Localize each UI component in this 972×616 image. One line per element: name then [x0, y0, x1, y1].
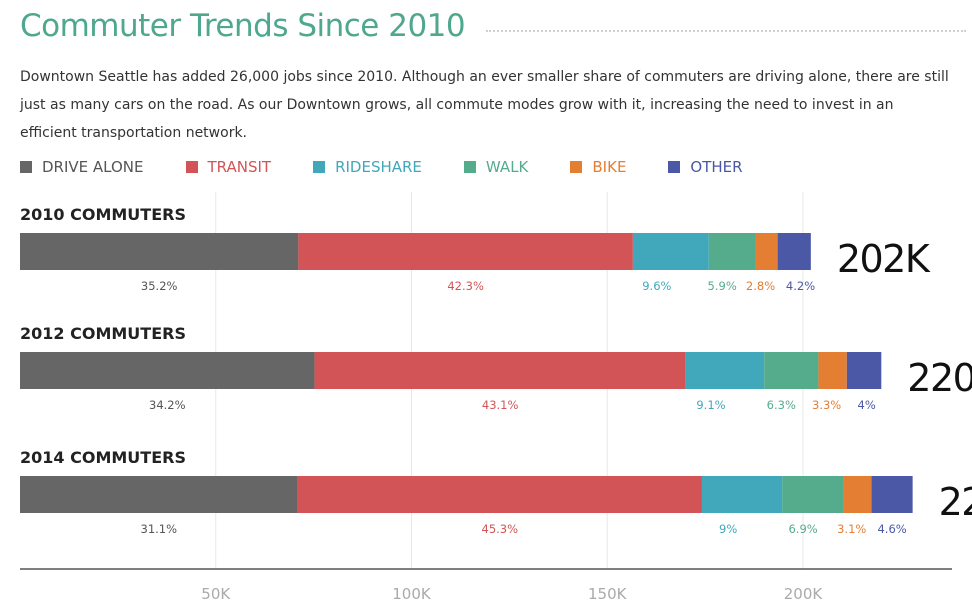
- share-label-other: 4.2%: [786, 279, 815, 293]
- chart-title: Commuter Trends Since 2010: [20, 8, 466, 44]
- total-label: 202K: [837, 237, 931, 281]
- share-label-rideshare: 9.1%: [696, 398, 725, 412]
- x-tick-label: 100K: [392, 585, 432, 603]
- share-label-bike: 2.8%: [746, 279, 775, 293]
- bar-segment-other: [871, 476, 913, 513]
- bar-segment-bike: [755, 233, 778, 270]
- share-label-rideshare: 9%: [719, 522, 737, 536]
- share-label-walk: 6.9%: [788, 522, 817, 536]
- share-label-bike: 3.1%: [837, 522, 866, 536]
- bar-segment-bike: [843, 476, 872, 513]
- share-label-drive-alone: 34.2%: [149, 398, 186, 412]
- bar-segment-bike: [818, 352, 847, 389]
- share-label-walk: 6.3%: [767, 398, 796, 412]
- share-label-transit: 45.3%: [482, 522, 519, 536]
- bar-segment-rideshare: [632, 233, 709, 270]
- share-label-bike: 3.3%: [812, 398, 841, 412]
- legend-label: OTHER: [690, 158, 743, 176]
- legend-item-drive-alone: DRIVE ALONE: [20, 158, 144, 176]
- share-label-transit: 42.3%: [447, 279, 484, 293]
- share-label-transit: 43.1%: [482, 398, 519, 412]
- legend-label: RIDESHARE: [335, 158, 422, 176]
- bar-segment-drive-alone: [20, 476, 298, 513]
- legend-item-transit: TRANSIT: [185, 158, 272, 176]
- legend-swatch: [668, 161, 681, 173]
- share-label-walk: 5.9%: [708, 279, 737, 293]
- legend-swatch: [20, 161, 32, 173]
- bar-segment-drive-alone: [20, 352, 315, 389]
- group-label: 2010 COMMUTERS: [20, 205, 186, 224]
- legend-label: WALK: [485, 158, 529, 176]
- x-tick-label: 200K: [784, 585, 824, 603]
- legend-swatch: [313, 161, 326, 173]
- bar-segment-other: [846, 352, 882, 389]
- bar-segment-walk: [782, 476, 844, 513]
- legend: DRIVE ALONE TRANSIT RIDESHARE WALK BIKE OTHER: [20, 156, 743, 178]
- share-label-drive-alone: 35.2%: [141, 279, 178, 293]
- bar-segment-drive-alone: [20, 233, 299, 270]
- bar-segment-walk: [708, 233, 756, 270]
- bar-segment-walk: [764, 352, 819, 389]
- legend-item-bike: BIKE: [570, 158, 626, 176]
- x-tick-label: 150K: [588, 585, 628, 603]
- legend-item-other: OTHER: [668, 158, 743, 176]
- x-tick-label: 50K: [201, 585, 231, 603]
- legend-item-walk: WALK: [463, 158, 529, 176]
- legend-swatch: [185, 161, 198, 173]
- chart-description: Downtown Seattle has added 26,000 jobs s…: [20, 69, 949, 141]
- legend-item-rideshare: RIDESHARE: [313, 158, 422, 176]
- bar-segment-rideshare: [701, 476, 783, 513]
- share-label-other: 4.6%: [877, 522, 906, 536]
- total-label: 228K: [939, 480, 972, 524]
- legend-swatch: [463, 161, 476, 173]
- bar-segment-rideshare: [685, 352, 765, 389]
- legend-label: DRIVE ALONE: [42, 158, 144, 176]
- legend-swatch: [570, 161, 583, 173]
- bar-segment-transit: [298, 233, 633, 270]
- legend-label: TRANSIT: [207, 158, 272, 176]
- share-label-other: 4%: [858, 398, 876, 412]
- legend-label: BIKE: [592, 158, 627, 176]
- group-label: 2014 COMMUTERS: [20, 448, 186, 467]
- bar-segment-transit: [314, 352, 686, 389]
- group-label: 2012 COMMUTERS: [20, 324, 186, 343]
- total-label: 220K: [907, 356, 972, 400]
- bar-segment-transit: [297, 476, 702, 513]
- bar-segment-other: [777, 233, 811, 270]
- title-divider: [486, 30, 966, 32]
- share-label-rideshare: 9.6%: [642, 279, 671, 293]
- share-label-drive-alone: 31.1%: [141, 522, 178, 536]
